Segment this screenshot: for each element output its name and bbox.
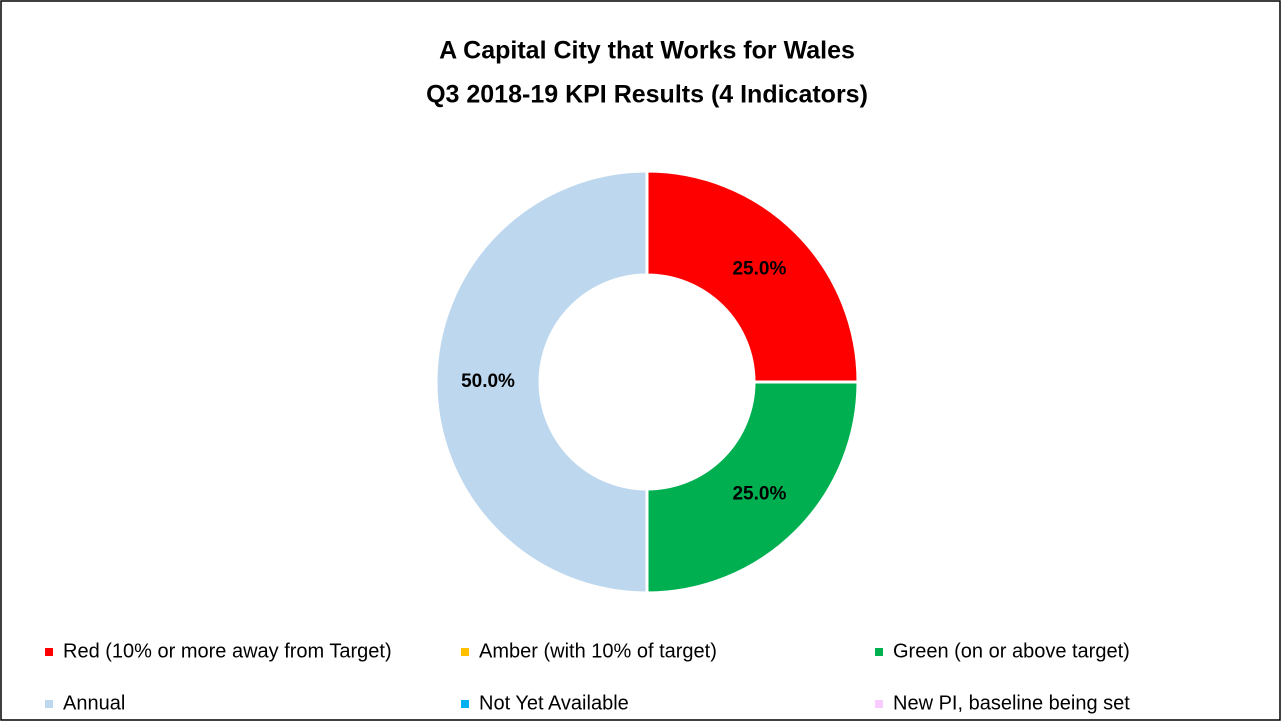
legend-swatch xyxy=(45,700,53,708)
legend-label: Not Yet Available xyxy=(479,692,629,714)
legend-swatch xyxy=(461,648,469,656)
legend-label: Annual xyxy=(63,692,125,714)
data-label: 25.0% xyxy=(732,483,786,504)
legend-swatch xyxy=(875,700,883,708)
donut-slice xyxy=(645,169,860,384)
legend-swatch xyxy=(45,648,53,656)
donut-slice xyxy=(434,169,649,595)
legend-label: Red (10% or more away from Target) xyxy=(63,640,392,662)
chart-subtitle: Q3 2018-19 KPI Results (4 Indicators) xyxy=(426,81,868,109)
legend-label: Green (on or above target) xyxy=(893,640,1130,662)
legend-swatch xyxy=(875,648,883,656)
legend-label: New PI, baseline being set xyxy=(893,692,1130,714)
legend-label: Amber (with 10% of target) xyxy=(479,640,717,662)
legend-swatch xyxy=(461,700,469,708)
data-label: 25.0% xyxy=(732,259,786,280)
donut-slice xyxy=(645,380,860,595)
chart-title: A Capital City that Works for Wales xyxy=(439,37,855,65)
data-label: 50.0% xyxy=(461,371,515,392)
